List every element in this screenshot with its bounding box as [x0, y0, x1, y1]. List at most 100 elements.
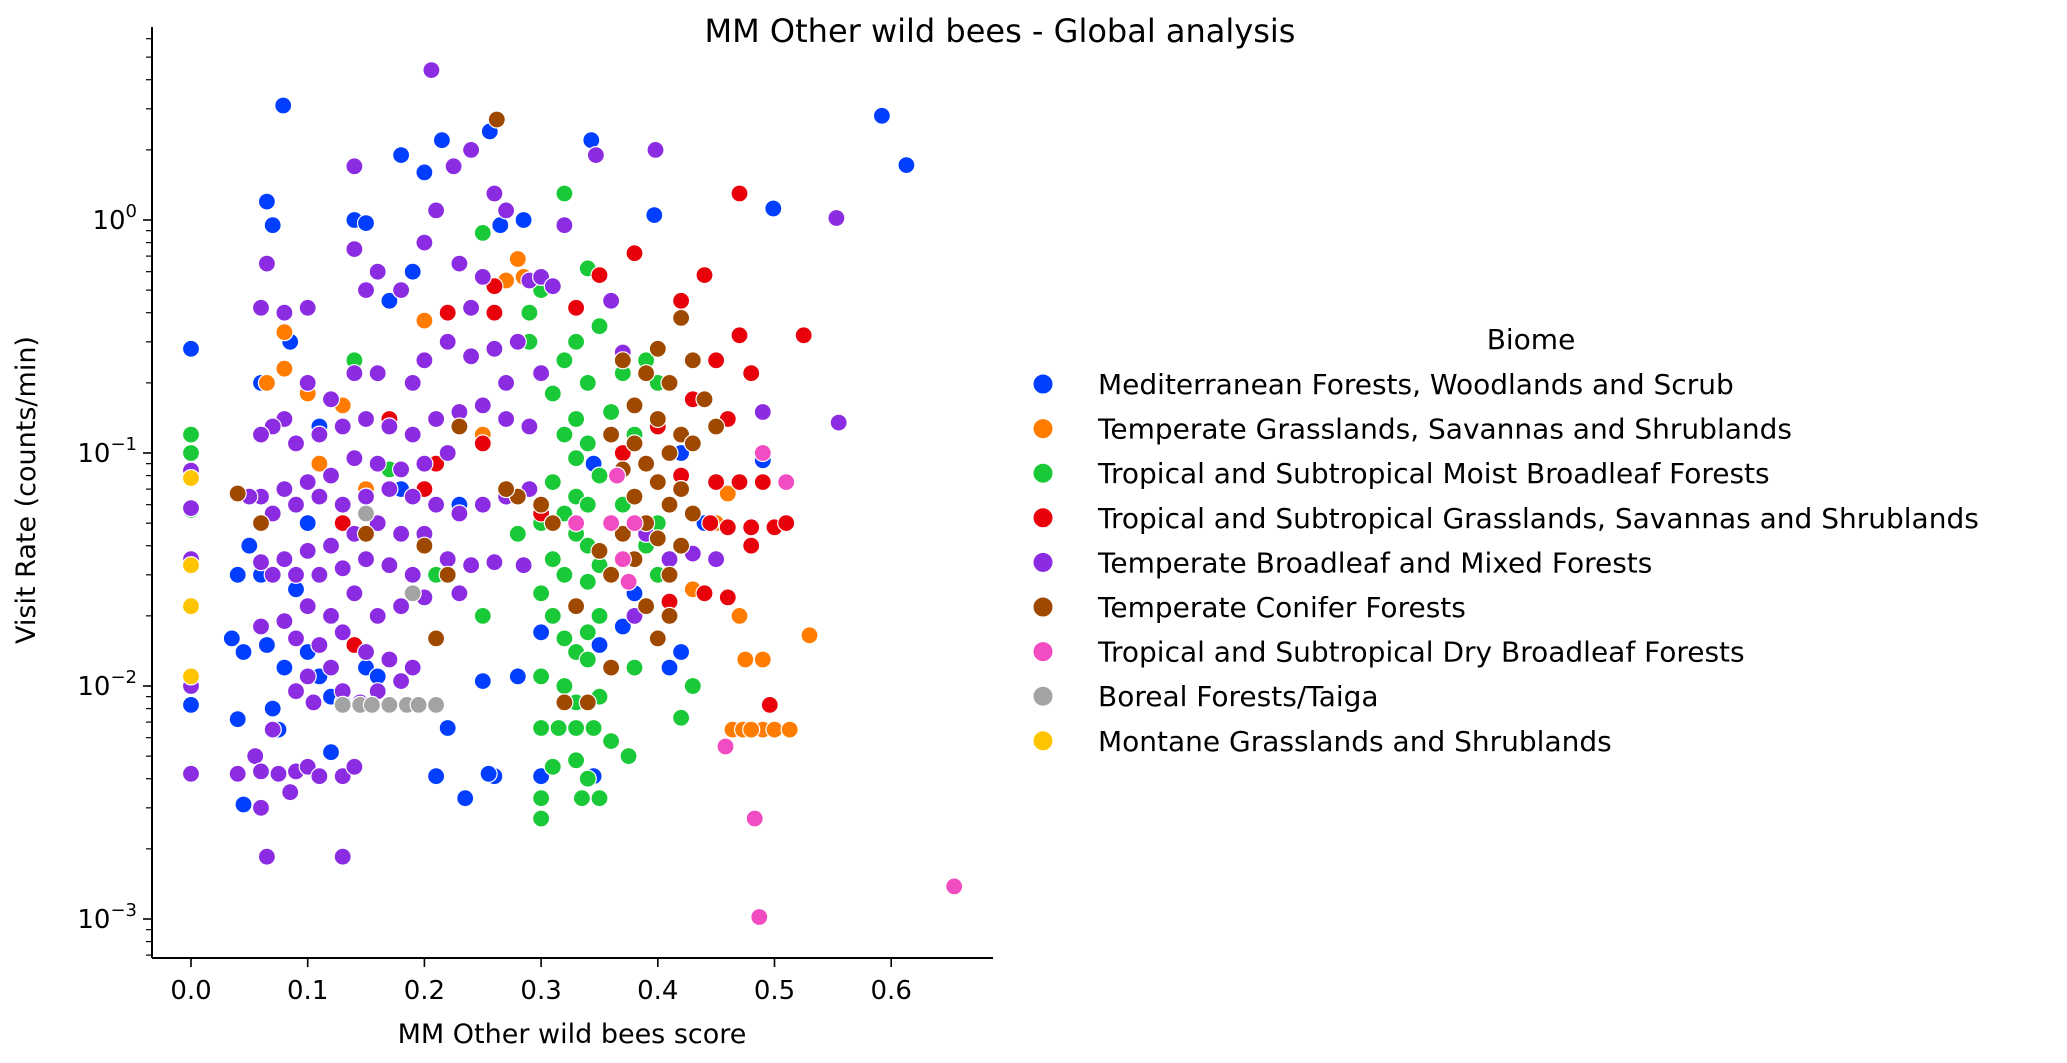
data-point — [356, 550, 376, 569]
data-point — [508, 249, 527, 269]
data-point — [263, 216, 282, 235]
data-point — [473, 495, 492, 514]
data-point — [625, 434, 644, 453]
data-point — [473, 223, 492, 242]
data-point — [497, 480, 516, 499]
data-point — [660, 565, 679, 584]
data-point — [566, 513, 586, 533]
data-point — [415, 454, 434, 473]
legend-label: Temperate Broadleaf and Mixed Forests — [1097, 546, 1652, 579]
data-point — [298, 597, 317, 616]
data-point — [753, 473, 772, 492]
data-point — [321, 606, 341, 626]
data-point — [251, 617, 271, 636]
data-point — [356, 504, 376, 523]
data-point — [543, 473, 562, 492]
data-point — [345, 449, 364, 468]
data-point — [415, 233, 434, 252]
data-point — [543, 277, 562, 296]
data-point — [636, 364, 656, 383]
data-point — [660, 443, 679, 463]
data-point — [222, 629, 241, 648]
data-point — [415, 536, 434, 555]
data-point — [321, 658, 341, 677]
data-point — [310, 425, 329, 444]
x-tick-label: 0.2 — [404, 976, 445, 1006]
data-point — [427, 767, 446, 786]
data-point — [508, 332, 527, 351]
data-point — [730, 326, 749, 345]
data-point — [829, 413, 848, 432]
data-point — [671, 536, 691, 555]
data-point — [228, 710, 247, 729]
data-point — [450, 417, 469, 436]
data-point — [456, 789, 475, 808]
data-point — [380, 695, 399, 715]
legend-label: Mediterranean Forests, Woodlands and Scr… — [1098, 368, 1734, 401]
series-8 — [333, 504, 446, 715]
data-point — [660, 658, 679, 677]
data-point — [462, 347, 481, 366]
data-point — [497, 201, 516, 220]
data-point — [555, 565, 574, 584]
data-point — [555, 351, 574, 370]
legend-marker-icon — [1032, 551, 1054, 573]
data-point — [520, 303, 539, 322]
data-point — [181, 425, 201, 444]
data-point — [450, 504, 469, 523]
data-point — [590, 266, 609, 285]
data-point — [450, 254, 469, 273]
data-point — [555, 693, 574, 712]
data-point — [275, 359, 294, 378]
data-point — [392, 146, 411, 165]
data-point — [683, 504, 702, 523]
data-point — [750, 907, 769, 927]
y-ticks: 100 10−1 10−2 10−3 — [77, 38, 152, 956]
data-point — [427, 409, 446, 429]
data-point — [181, 443, 201, 463]
data-point — [497, 373, 516, 392]
legend-label: Tropical and Subtropical Grasslands, Sav… — [1097, 502, 1979, 535]
data-point — [380, 556, 399, 575]
data-point — [380, 480, 399, 499]
data-point — [392, 460, 411, 479]
data-point — [333, 847, 352, 866]
data-point — [764, 199, 783, 218]
data-point — [356, 281, 376, 300]
x-tick-label: 0.5 — [754, 976, 795, 1006]
series-4 — [333, 184, 813, 715]
data-point — [415, 311, 434, 330]
data-point — [356, 642, 376, 662]
data-point — [578, 434, 597, 453]
data-point — [508, 524, 527, 543]
data-point — [310, 565, 329, 584]
legend-marker-icon — [1032, 641, 1054, 663]
data-point — [181, 695, 201, 715]
data-point — [403, 658, 422, 677]
data-point — [777, 473, 796, 492]
data-point — [706, 550, 726, 569]
data-point — [514, 556, 533, 575]
data-point — [543, 513, 562, 533]
data-point — [487, 110, 506, 129]
data-point — [473, 396, 492, 415]
data-point — [345, 364, 364, 383]
data-point — [473, 671, 492, 691]
data-point — [543, 550, 562, 569]
data-point — [578, 693, 597, 712]
data-point — [718, 518, 737, 537]
data-point — [345, 240, 364, 259]
data-point — [543, 384, 562, 403]
data-point — [427, 201, 446, 220]
data-point — [473, 267, 492, 286]
legend-label: Temperate Conifer Forests — [1097, 591, 1466, 624]
series-2 — [257, 249, 819, 739]
data-point — [310, 767, 329, 786]
data-point — [794, 326, 813, 345]
data-point — [695, 266, 714, 285]
data-point — [645, 206, 664, 225]
data-point — [356, 409, 376, 429]
data-point — [660, 550, 679, 569]
data-point — [607, 466, 627, 485]
data-point — [368, 364, 387, 383]
